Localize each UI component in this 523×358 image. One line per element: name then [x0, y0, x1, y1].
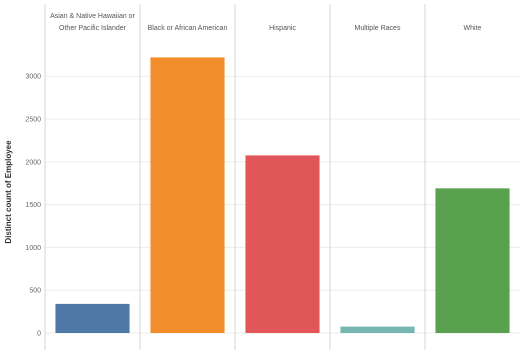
category-header: Multiple Races [355, 25, 401, 32]
y-tick-label: 2500 [25, 117, 41, 124]
category-header-line: Asian & Native Hawaiian or [50, 13, 135, 20]
bar[interactable] [435, 188, 510, 333]
category-header-line: White [464, 25, 482, 32]
y-axis: 0 500 1000 1500 2000 2500 3000 [25, 74, 41, 338]
bar[interactable] [55, 303, 130, 333]
category-header-row: Asian & Native Hawaiian or Other Pacific … [50, 13, 481, 32]
category-header: Asian & Native Hawaiian or Other Pacific … [50, 13, 135, 32]
bar[interactable] [245, 155, 320, 333]
y-tick-label: 3000 [25, 74, 41, 81]
category-header-line: Other Pacific Islander [59, 25, 127, 32]
bar[interactable] [150, 57, 225, 333]
bar[interactable] [340, 326, 415, 333]
category-header-line: Hispanic [269, 25, 296, 32]
category-header-line: Black or African American [148, 25, 228, 32]
y-tick-label: 1500 [25, 202, 41, 209]
category-header: White [464, 25, 482, 32]
y-tick-label: 1000 [25, 245, 41, 252]
y-tick-label: 2000 [25, 159, 41, 166]
category-header: Black or African American [148, 25, 228, 32]
y-tick-label: 0 [37, 331, 41, 338]
y-axis-title: Distinct count of Employee [4, 140, 13, 244]
y-tick-label: 500 [29, 288, 41, 295]
category-header: Hispanic [269, 25, 296, 32]
bars-layer [55, 57, 510, 333]
category-header-line: Multiple Races [355, 25, 401, 32]
